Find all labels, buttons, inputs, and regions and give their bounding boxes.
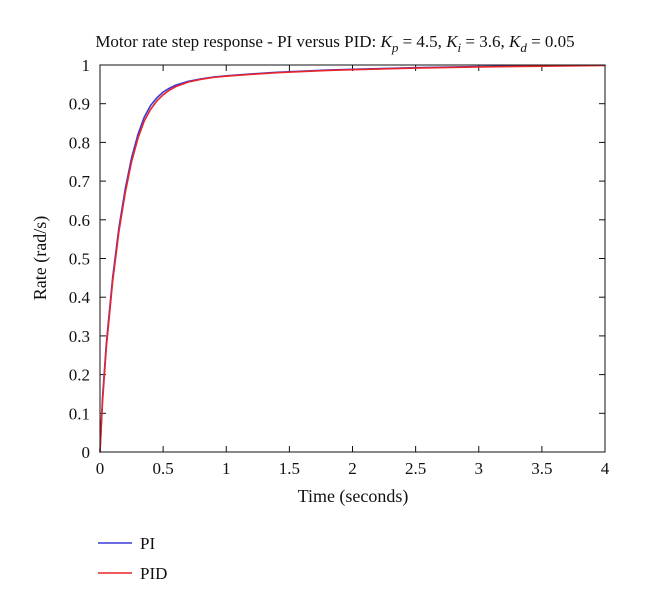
x-tick-label: 0 xyxy=(96,459,105,478)
legend-label-pi: PI xyxy=(140,534,155,553)
x-tick-label: 1 xyxy=(222,459,231,478)
chart-title: Motor rate step response - PI versus PID… xyxy=(95,32,574,55)
x-tick-label: 2 xyxy=(348,459,357,478)
x-tick-label: 4 xyxy=(601,459,610,478)
axes-ticks: 0 0.5 1 1.5 2 2.5 3 3.5 4 0 0.1 0.2 0.3 0.4 0.5 0.6 0.7 0… xyxy=(69,56,610,478)
y-tick-label: 0.8 xyxy=(69,133,90,152)
title-symbol: K xyxy=(445,32,459,51)
legend: PI PID xyxy=(98,534,167,583)
title-subscript: i xyxy=(458,40,462,55)
series-line-pi xyxy=(99,64,568,453)
series-line-pid xyxy=(99,64,606,453)
y-tick-label: 0.9 xyxy=(69,95,90,114)
plot-frame xyxy=(99,64,606,453)
y-tick-label: 1 xyxy=(82,56,91,75)
title-subscript: p xyxy=(391,40,399,55)
x-tick-label: 3 xyxy=(475,459,484,478)
x-tick-label: 0.5 xyxy=(153,459,174,478)
y-tick-label: 0.4 xyxy=(69,288,91,307)
x-tick-label: 2.5 xyxy=(405,459,426,478)
title-value: = 4.5, xyxy=(398,32,446,51)
y-tick-label: 0.1 xyxy=(69,404,90,423)
title-symbol: K xyxy=(508,32,522,51)
x-axis-label: Time (seconds) xyxy=(298,486,409,507)
x-tick-label: 1.5 xyxy=(279,459,300,478)
series-lines xyxy=(99,64,606,453)
y-tick-label: 0.3 xyxy=(69,327,90,346)
title-subscript: d xyxy=(520,40,527,55)
y-tick-label: 0 xyxy=(82,443,91,462)
y-tick-label: 0.5 xyxy=(69,250,90,269)
legend-label-pid: PID xyxy=(140,564,167,583)
y-tick-label: 0.6 xyxy=(69,211,90,230)
title-value: = 0.05 xyxy=(527,32,575,51)
y-axis-label: Rate (rad/s) xyxy=(30,216,51,300)
title-symbol: K xyxy=(380,32,394,51)
title-value: = 3.6, xyxy=(461,32,509,51)
y-tick-label: 0.2 xyxy=(69,366,90,385)
title-prefix: Motor rate step response - PI versus PID… xyxy=(95,32,380,51)
x-tick-label: 3.5 xyxy=(531,459,552,478)
y-tick-label: 0.7 xyxy=(69,172,91,191)
